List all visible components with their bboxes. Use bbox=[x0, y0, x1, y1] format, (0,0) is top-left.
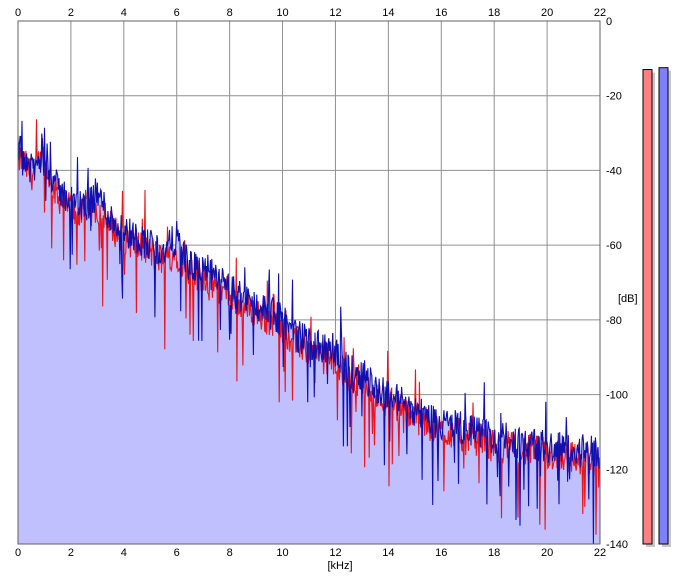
y-axis-label: [dB] bbox=[618, 293, 638, 305]
y-tick-label--60: -60 bbox=[606, 240, 622, 252]
x-tick-label-top-2: 2 bbox=[68, 7, 74, 19]
y-tick-labels: 0 -20 -40 -60 -80 -100 -120 -140 bbox=[606, 16, 628, 551]
x-tick-label-top-18: 18 bbox=[488, 7, 500, 19]
x-tick-label-top-10: 10 bbox=[276, 7, 288, 19]
plot-frame bbox=[17, 20, 601, 545]
x-tick-label-top-12: 12 bbox=[329, 7, 341, 19]
y-tick-label--20: -20 bbox=[606, 91, 622, 103]
x-tick-label-bottom-6: 6 bbox=[174, 547, 180, 559]
x-tick-label-top-4: 4 bbox=[121, 7, 127, 19]
y-tick-label--120: -120 bbox=[606, 464, 628, 476]
x-tick-label-bottom-0: 0 bbox=[15, 547, 21, 559]
x-tick-label-bottom-10: 10 bbox=[276, 547, 288, 559]
y-tick-label--140: -140 bbox=[606, 539, 628, 551]
y-tick-label-0: 0 bbox=[606, 16, 612, 28]
x-tick-label-top-0: 0 bbox=[15, 7, 21, 19]
x-tick-label-top-16: 16 bbox=[435, 7, 447, 19]
x-tick-label-bottom-18: 18 bbox=[488, 547, 500, 559]
level-meters bbox=[642, 67, 671, 548]
x-tick-label-top-8: 8 bbox=[227, 7, 233, 19]
x-tick-label-bottom-20: 20 bbox=[541, 547, 553, 559]
x-tick-label-top-22: 22 bbox=[594, 7, 606, 19]
x-axis-label: [kHz] bbox=[327, 560, 352, 572]
x-tick-label-bottom-8: 8 bbox=[227, 547, 233, 559]
level-meter-left bbox=[642, 69, 653, 545]
x-tick-label-bottom-12: 12 bbox=[329, 547, 341, 559]
y-tick-label--80: -80 bbox=[606, 315, 622, 327]
y-tick-label--40: -40 bbox=[606, 165, 622, 177]
x-tick-label-top-14: 14 bbox=[382, 7, 394, 19]
spectrum-lines bbox=[17, 119, 601, 545]
level-meter-right bbox=[658, 67, 669, 545]
x-tick-label-top-6: 6 bbox=[174, 7, 180, 19]
y-tick-label--100: -100 bbox=[606, 390, 628, 402]
x-tick-label-bottom-2: 2 bbox=[68, 547, 74, 559]
x-tick-label-bottom-4: 4 bbox=[121, 547, 127, 559]
series-line-blue bbox=[17, 120, 601, 545]
x-tick-label-bottom-14: 14 bbox=[382, 547, 394, 559]
plot-border bbox=[17, 20, 601, 545]
x-tick-labels-top: 0 2 4 6 8 10 12 14 16 18 20 22 bbox=[15, 7, 606, 19]
series-line-red bbox=[17, 119, 601, 535]
x-tick-label-bottom-22: 22 bbox=[594, 547, 606, 559]
x-tick-label-top-20: 20 bbox=[541, 7, 553, 19]
x-tick-labels-bottom: 0 2 4 6 8 10 12 14 16 18 20 22 bbox=[15, 547, 606, 559]
x-tick-label-bottom-16: 16 bbox=[435, 547, 447, 559]
